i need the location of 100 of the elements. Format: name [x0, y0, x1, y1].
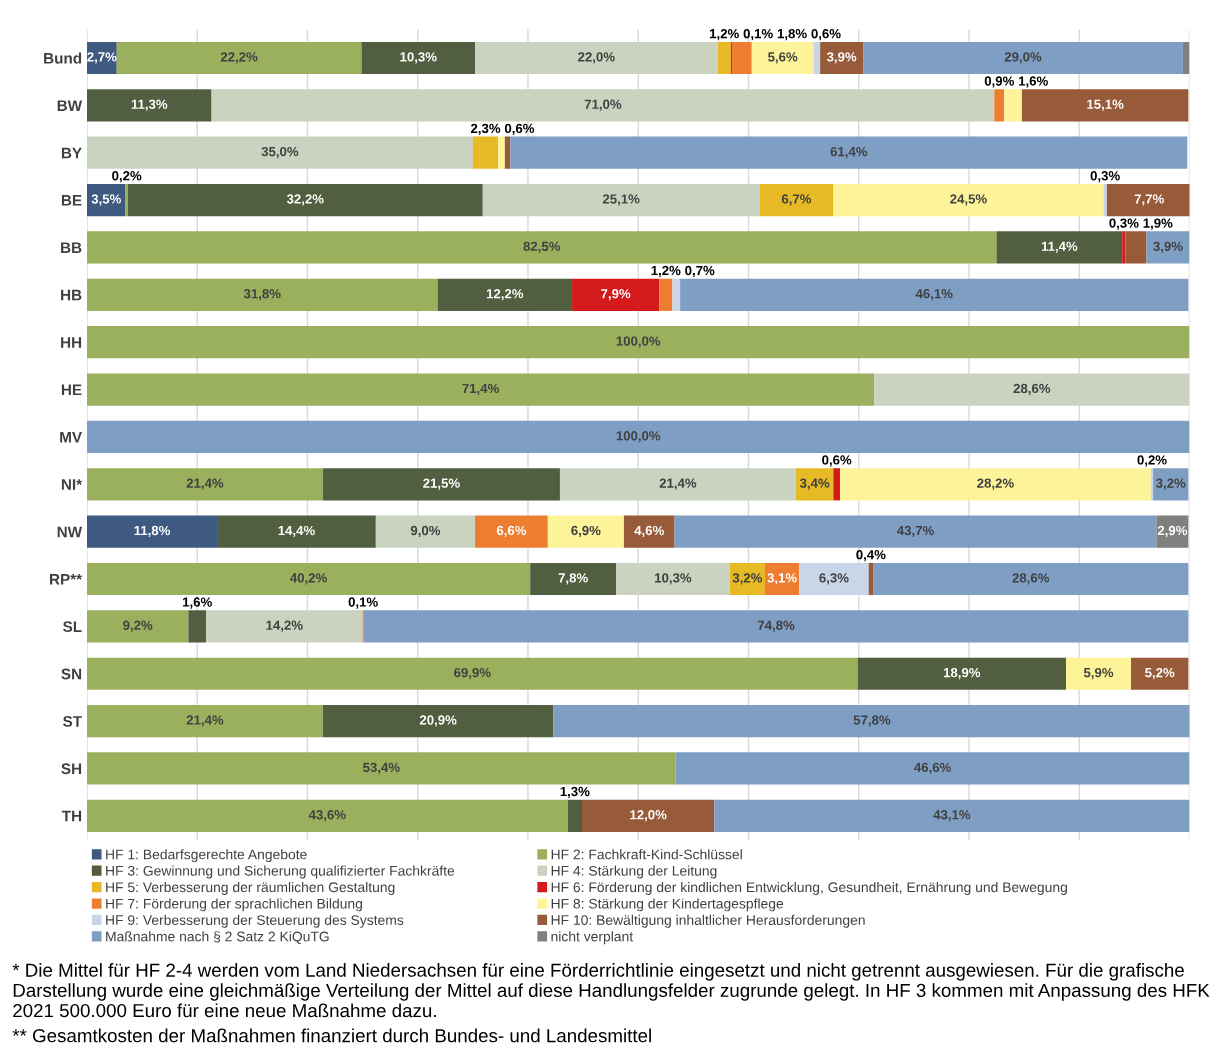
legend-label: HF 1: Bedarfsgerechte Angebote — [106, 849, 307, 863]
bar — [672, 278, 681, 311]
bar — [1021, 89, 1189, 122]
bar — [1146, 231, 1190, 264]
bar — [582, 799, 715, 832]
bar — [547, 515, 624, 548]
bar — [437, 278, 573, 311]
bar — [116, 41, 362, 75]
data-label: 10,3% — [655, 573, 692, 585]
data-label: 100,0% — [616, 431, 661, 443]
data-label: 3,9% — [826, 52, 857, 64]
bar — [86, 705, 323, 738]
bar — [680, 278, 1189, 311]
data-label: 3,1% — [767, 573, 797, 585]
bar — [857, 657, 1066, 690]
data-label: 0,4% — [856, 550, 886, 562]
y-tick-label: BY — [61, 147, 82, 159]
data-label: 28,2% — [977, 478, 1014, 490]
legend-label: HF 10: Bewältigung inhaltlicher Herausforderungen — [551, 914, 865, 928]
data-label: 21,4% — [186, 715, 224, 727]
bar — [86, 610, 189, 643]
bar — [553, 705, 1190, 738]
data-label: 43,7% — [897, 525, 934, 538]
data-label: 2,9% — [1157, 525, 1188, 538]
data-label: 0,2% — [112, 171, 142, 183]
bar — [86, 657, 858, 690]
data-label: 0,2% — [1137, 455, 1167, 467]
y-tick-label: HE — [61, 384, 82, 396]
legend-label: HF 9: Verbesserung der Steuerung des Systems — [106, 914, 404, 928]
data-label: 21,5% — [423, 478, 460, 490]
bar — [1103, 183, 1107, 217]
bar — [530, 562, 617, 596]
y-tick-label: SN — [61, 668, 82, 680]
bar — [813, 41, 821, 75]
data-label: 46,1% — [915, 289, 953, 301]
bar — [623, 515, 675, 548]
data-label: 0,6% — [811, 28, 841, 41]
bar — [996, 231, 1123, 264]
bar — [475, 515, 548, 548]
bar — [86, 468, 323, 501]
data-label: 1,6% — [1019, 76, 1048, 88]
bar — [86, 562, 531, 596]
data-label: 0,1% — [743, 28, 773, 41]
data-label: 12,2% — [486, 289, 524, 301]
bar — [616, 562, 730, 596]
bar — [498, 136, 505, 169]
data-label: 20,9% — [419, 715, 457, 727]
data-label: 1,9% — [1143, 218, 1173, 230]
data-label: 0,1% — [348, 597, 378, 609]
bar — [472, 136, 499, 169]
bar — [863, 41, 1183, 75]
data-label: 7,9% — [601, 289, 631, 301]
legend-label: HF 2: Fachkraft-Kind-Schlüssel — [551, 849, 742, 860]
data-label: 7,7% — [1134, 194, 1164, 206]
legend-label: HF 6: Förderung der kindlichen Entwicklung, Gesundheit, Ernährung und Bewegung — [551, 881, 1067, 895]
y-tick-label: HB — [61, 289, 82, 301]
y-tick-label: BW — [57, 100, 83, 111]
data-label: 74,8% — [757, 620, 795, 632]
bar — [674, 515, 1157, 548]
bar — [86, 326, 1190, 359]
data-label: 32,2% — [286, 194, 324, 206]
text: ** Gesamtkosten der Maßnahmen finanziert durch Bundes- und Landesmittel — [12, 1028, 651, 1043]
legend-label: HF 7: Förderung der sprachlichen Bildung — [106, 898, 362, 912]
bar — [86, 373, 875, 406]
data-label: 15,1% — [1087, 99, 1124, 111]
y-tick-label: HH — [61, 337, 82, 348]
data-label: 46,6% — [914, 762, 951, 774]
y-tick-label: NW — [57, 526, 83, 538]
bar — [482, 183, 760, 217]
data-label: 18,9% — [943, 667, 981, 680]
bar — [868, 562, 874, 596]
data-label: 40,2% — [290, 573, 327, 585]
bar — [86, 89, 212, 122]
bar — [127, 183, 483, 217]
data-label: 3,9% — [1153, 241, 1183, 253]
bar — [510, 136, 1188, 169]
bar — [717, 41, 731, 75]
bar — [188, 610, 207, 643]
data-label: 1,2% — [710, 28, 739, 41]
data-label: 35,0% — [261, 146, 299, 159]
data-label: 21,4% — [659, 478, 697, 490]
bar — [322, 468, 560, 501]
data-label: 43,1% — [933, 810, 971, 822]
bar — [375, 515, 476, 548]
data-label: 11,4% — [1041, 241, 1078, 253]
bar — [873, 562, 1189, 596]
data-label: 29,0% — [1004, 52, 1042, 64]
bar — [1182, 41, 1190, 75]
legend-label: nicht verplant — [551, 931, 634, 945]
bar — [206, 610, 363, 643]
data-label: 21,4% — [186, 478, 224, 490]
data-label: 3,2% — [1156, 478, 1186, 490]
data-label: 0,3% — [1109, 218, 1139, 230]
data-label: 5,2% — [1145, 667, 1175, 680]
data-label: 6,9% — [571, 525, 601, 538]
y-tick-label: SH — [61, 763, 82, 775]
data-label: 6,7% — [781, 194, 812, 206]
data-label: 0,9% — [984, 76, 1014, 88]
data-label: 69,9% — [454, 667, 491, 680]
data-label: 9,2% — [123, 620, 153, 632]
